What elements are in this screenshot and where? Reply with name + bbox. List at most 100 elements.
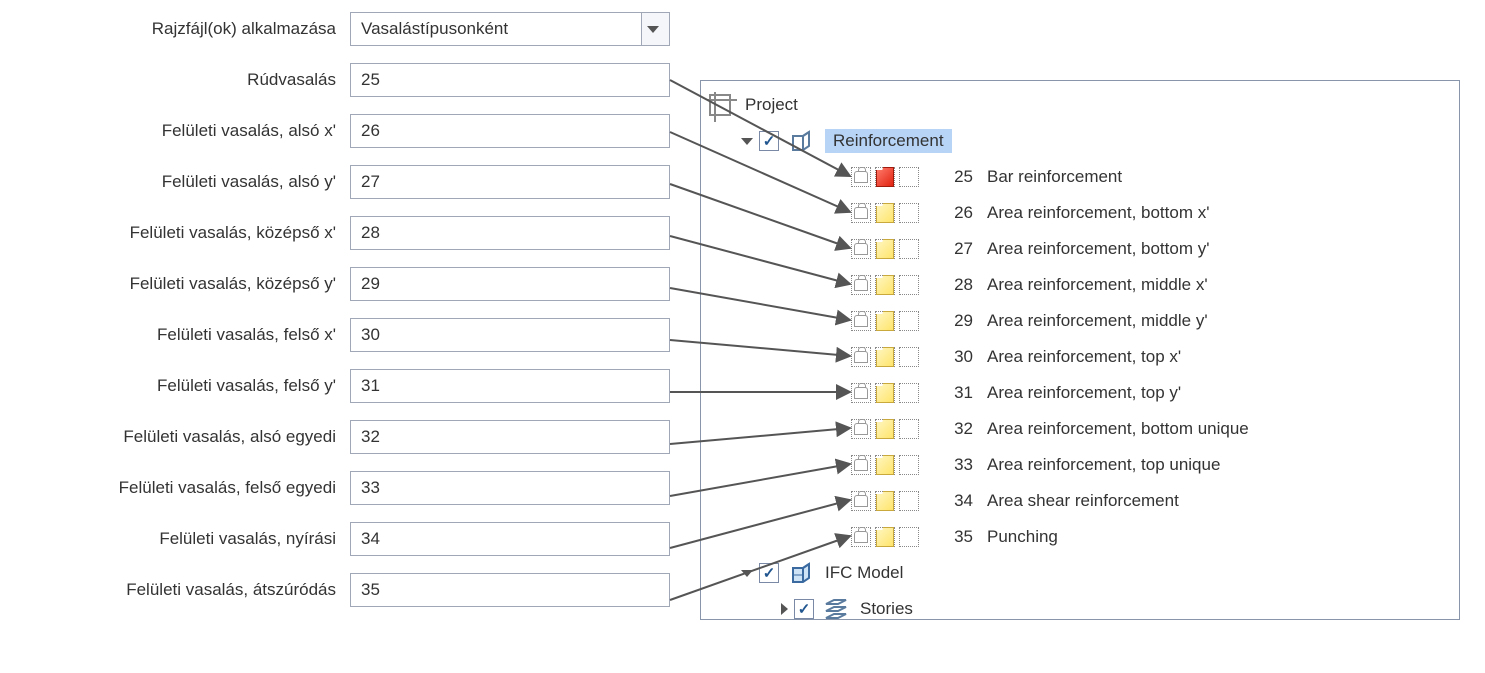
- form-label: Rajzfájl(ok) alkalmazása: [20, 19, 350, 39]
- container-icon: [789, 562, 813, 584]
- form-label: Felületi vasalás, középső y': [20, 274, 350, 294]
- reinforcement-type-select[interactable]: Vasalástípusonként: [350, 12, 670, 46]
- layer-number: 30: [933, 347, 973, 367]
- layer-color-icon: [875, 491, 895, 511]
- slot-icon: [899, 347, 919, 367]
- form-row: Rúdvasalás: [20, 61, 670, 99]
- layer-name: Area reinforcement, bottom unique: [987, 419, 1249, 439]
- form-label: Felületi vasalás, nyírási: [20, 529, 350, 549]
- layer-number: 34: [933, 491, 973, 511]
- form-row-select: Rajzfájl(ok) alkalmazása Vasalástípusonk…: [20, 10, 670, 48]
- expand-arrow-icon[interactable]: [741, 570, 753, 577]
- form-label: Felületi vasalás, átszúródás: [20, 580, 350, 600]
- form-label: Rúdvasalás: [20, 70, 350, 90]
- tree-leaf[interactable]: 29 Area reinforcement, middle y': [701, 303, 1459, 339]
- layer-color-icon: [875, 347, 895, 367]
- slot-icon: [851, 347, 871, 367]
- form-label: Felületi vasalás, felső x': [20, 325, 350, 345]
- checkbox[interactable]: ✓: [794, 599, 814, 619]
- project-icon: [709, 94, 731, 116]
- checkbox[interactable]: ✓: [759, 131, 779, 151]
- layer-color-icon: [875, 383, 895, 403]
- layer-number-input[interactable]: [350, 267, 670, 301]
- layer-number-input[interactable]: [350, 369, 670, 403]
- tree-label: Reinforcement: [825, 129, 952, 153]
- tree-node-project[interactable]: Project: [701, 87, 1459, 123]
- layer-number: 25: [933, 167, 973, 187]
- layer-number-input[interactable]: [350, 420, 670, 454]
- layer-name: Area shear reinforcement: [987, 491, 1179, 511]
- slot-icon: [851, 167, 871, 187]
- slot-icon: [851, 311, 871, 331]
- tree-label: Stories: [860, 599, 913, 619]
- layer-color-icon: [875, 239, 895, 259]
- slot-icon: [851, 419, 871, 439]
- slot-icon: [899, 491, 919, 511]
- layer-number: 33: [933, 455, 973, 475]
- slot-icon: [851, 383, 871, 403]
- slot-icon: [899, 527, 919, 547]
- layer-color-icon: [875, 275, 895, 295]
- tree-label: IFC Model: [825, 563, 903, 583]
- tree-leaf[interactable]: 28 Area reinforcement, middle x': [701, 267, 1459, 303]
- form-label: Felületi vasalás, alsó y': [20, 172, 350, 192]
- checkbox[interactable]: ✓: [759, 563, 779, 583]
- form-row: Felületi vasalás, átszúródás: [20, 571, 670, 609]
- tree-leaf[interactable]: 34 Area shear reinforcement: [701, 483, 1459, 519]
- form-row: Felületi vasalás, alsó x': [20, 112, 670, 150]
- expand-arrow-icon[interactable]: [741, 138, 753, 145]
- layer-number-input[interactable]: [350, 522, 670, 556]
- layer-number-input[interactable]: [350, 63, 670, 97]
- container-icon: [789, 130, 813, 152]
- layer-number-input[interactable]: [350, 114, 670, 148]
- tree-leaf[interactable]: 30 Area reinforcement, top x': [701, 339, 1459, 375]
- layer-name: Punching: [987, 527, 1058, 547]
- tree-leaf[interactable]: 32Area reinforcement, bottom unique: [701, 411, 1459, 447]
- layer-number: 29: [933, 311, 973, 331]
- slot-icon: [899, 311, 919, 331]
- tree-node-stories[interactable]: ✓ Stories: [701, 591, 1459, 627]
- dropdown-arrow-icon[interactable]: [641, 13, 669, 45]
- layer-name: Area reinforcement, middle y': [987, 311, 1208, 331]
- form-label: Felületi vasalás, alsó egyedi: [20, 427, 350, 447]
- slot-icon: [851, 527, 871, 547]
- slot-icon: [851, 275, 871, 295]
- form-label: Felületi vasalás, alsó x': [20, 121, 350, 141]
- tree-leaf[interactable]: 25 Bar reinforcement: [701, 159, 1459, 195]
- layer-color-icon: [875, 527, 895, 547]
- tree-leaf[interactable]: 27 Area reinforcement, bottom y': [701, 231, 1459, 267]
- stories-icon: [824, 598, 848, 620]
- layer-number: 28: [933, 275, 973, 295]
- form-label: Felületi vasalás, felső egyedi: [20, 478, 350, 498]
- tree-leaf[interactable]: 33Area reinforcement, top unique: [701, 447, 1459, 483]
- layer-color-icon: [875, 203, 895, 223]
- form-row: Felületi vasalás, alsó y': [20, 163, 670, 201]
- layer-number-input[interactable]: [350, 471, 670, 505]
- tree-leaf[interactable]: 31Area reinforcement, top y': [701, 375, 1459, 411]
- layer-name: Area reinforcement, bottom y': [987, 239, 1209, 259]
- slot-icon: [851, 239, 871, 259]
- form-label: Felületi vasalás, középső x': [20, 223, 350, 243]
- form-row: Felületi vasalás, felső egyedi: [20, 469, 670, 507]
- slot-icon: [899, 203, 919, 223]
- slot-icon: [899, 239, 919, 259]
- tree-node-reinforcement[interactable]: ✓ Reinforcement: [701, 123, 1459, 159]
- layer-number-input[interactable]: [350, 165, 670, 199]
- tree-node-ifc[interactable]: ✓ IFC Model: [701, 555, 1459, 591]
- form-label: Felületi vasalás, felső y': [20, 376, 350, 396]
- expand-arrow-icon[interactable]: [781, 603, 788, 615]
- tree-label: Project: [745, 95, 798, 115]
- layer-name: Area reinforcement, top y': [987, 383, 1181, 403]
- layer-number-input[interactable]: [350, 318, 670, 352]
- layer-number: 26: [933, 203, 973, 223]
- layer-name: Area reinforcement, middle x': [987, 275, 1208, 295]
- layer-name: Bar reinforcement: [987, 167, 1122, 187]
- tree-leaf[interactable]: 26Area reinforcement, bottom x': [701, 195, 1459, 231]
- layer-number: 27: [933, 239, 973, 259]
- slot-icon: [899, 167, 919, 187]
- layer-number-input[interactable]: [350, 216, 670, 250]
- layer-number-input[interactable]: [350, 573, 670, 607]
- tree-leaf[interactable]: 35Punching: [701, 519, 1459, 555]
- layer-color-icon: [875, 167, 895, 187]
- layer-name: Area reinforcement, top x': [987, 347, 1181, 367]
